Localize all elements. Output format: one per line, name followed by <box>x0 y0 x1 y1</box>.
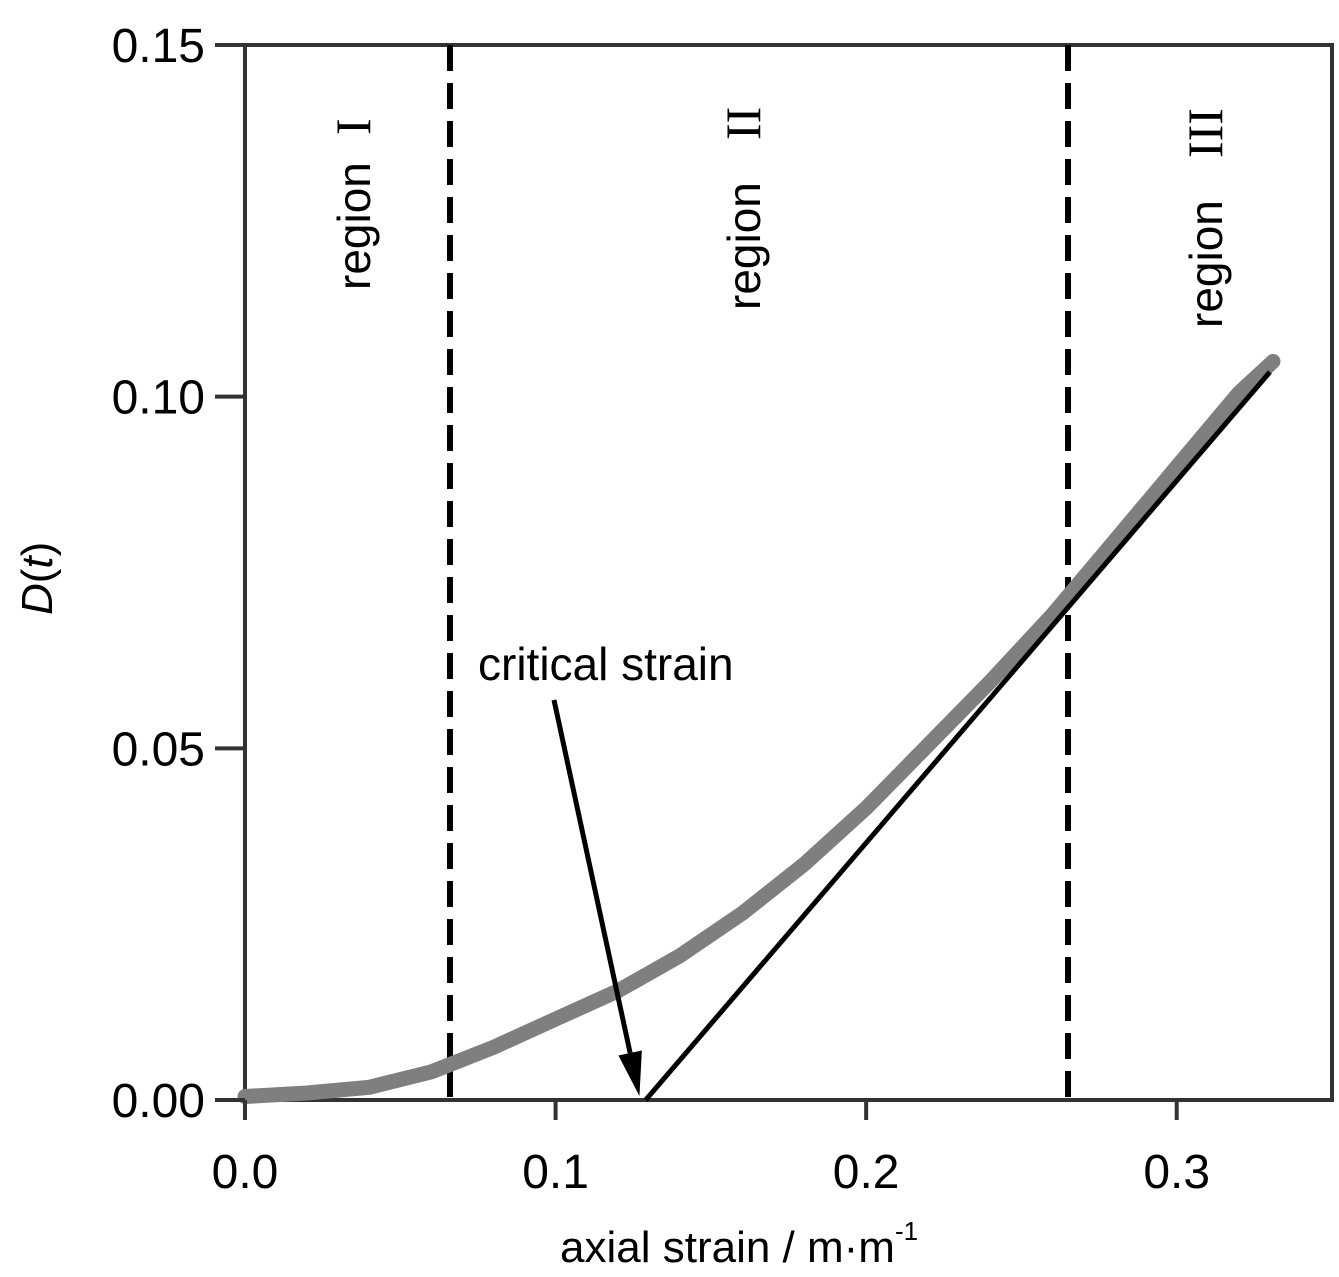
x-axis-title: axial strain / m·m-1 <box>560 1216 918 1272</box>
x-axis-title-sup: -1 <box>895 1216 918 1246</box>
x-axis-ticks: 0.0 0.1 0.2 0.3 <box>212 1100 1210 1199</box>
linear-fit-line <box>643 370 1272 1102</box>
y-tick-label: 0.15 <box>112 20 205 73</box>
y-axis-ticks: 0.00 0.05 0.10 0.15 <box>112 20 245 1128</box>
region-label-3-word: region <box>1180 200 1232 328</box>
y-axis-title-t: t <box>13 555 62 569</box>
critical-strain-arrowhead <box>618 1050 642 1096</box>
y-tick-label: 0.05 <box>112 723 205 776</box>
region-label-3: region III <box>1177 108 1233 328</box>
region-label-3-numeral: III <box>1177 108 1233 158</box>
region-label-1-word: region <box>328 162 380 290</box>
x-tick-label: 0.3 <box>1143 1146 1210 1199</box>
critical-strain-label: critical strain <box>478 638 734 690</box>
region-label-2-word: region <box>718 182 770 310</box>
y-axis-title-paren-close: ) <box>13 542 62 557</box>
y-tick-label: 0.00 <box>112 1075 205 1128</box>
y-tick-label: 0.10 <box>112 372 205 425</box>
x-tick-label: 0.2 <box>833 1146 900 1199</box>
y-axis-title-var: D <box>13 583 62 615</box>
damage-data-series <box>237 354 1281 1104</box>
region-label-1: region I <box>325 118 381 290</box>
region-label-2: region II <box>715 107 771 310</box>
region-label-1-numeral: I <box>325 118 381 135</box>
x-axis-title-text: axial strain / m·m <box>560 1223 895 1272</box>
region-label-2-numeral: II <box>715 107 771 140</box>
x-tick-label: 0.0 <box>212 1146 279 1199</box>
x-tick-label: 0.1 <box>522 1146 589 1199</box>
plot-frame <box>243 43 1334 1102</box>
y-axis-title-paren-open: ( <box>13 568 62 583</box>
critical-strain-arrow <box>551 699 633 1054</box>
y-axis-title: D(t) <box>13 542 62 615</box>
